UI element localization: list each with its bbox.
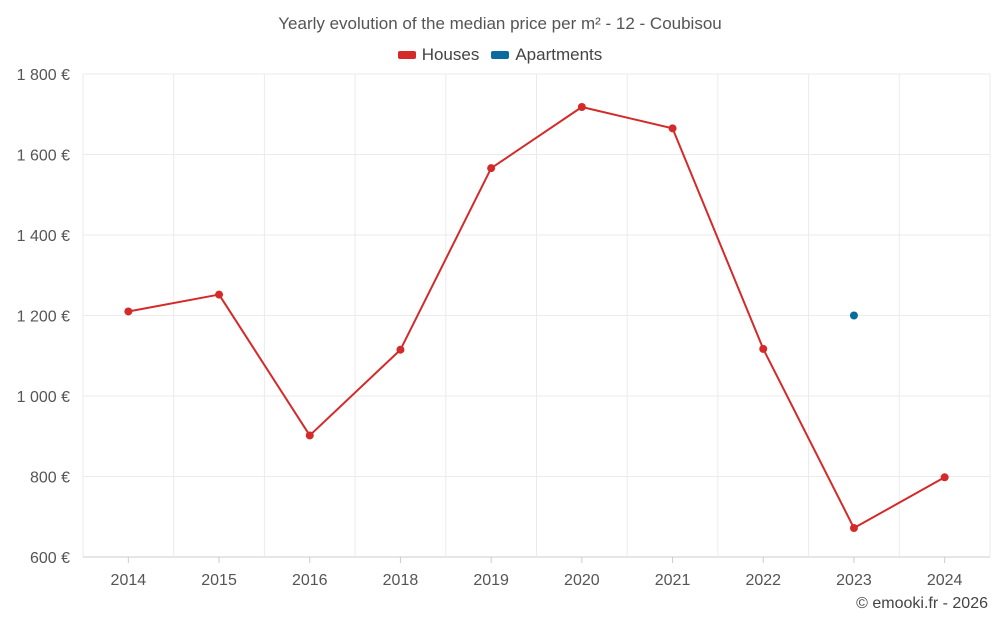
data-point-houses [487,164,496,173]
x-tick-label: 2022 [745,572,781,589]
x-tick-label: 2015 [201,572,237,589]
chart-title: Yearly evolution of the median price per… [278,14,722,33]
legend-swatch-apartments [491,51,510,59]
legend-label-houses: Houses [421,45,480,64]
legend-item-apartments[interactable]: Apartments [491,45,602,65]
legend-item-houses[interactable]: Houses [397,45,480,65]
series-line-houses [128,106,946,530]
x-tick-label: 2024 [927,572,963,589]
data-point-houses [305,431,314,440]
data-point-houses [396,345,405,354]
data-point-houses [849,524,858,533]
y-tick-label: 1 800 € [17,67,70,84]
legend: Houses Apartments [0,45,1000,65]
y-tick-label: 1 000 € [17,389,70,406]
data-point-apartments [849,311,858,320]
data-point-houses [215,290,224,299]
data-point-houses [759,344,768,353]
legend-swatch-houses [397,51,416,59]
x-tick-label: 2014 [111,572,147,589]
x-tick-label: 2020 [564,572,600,589]
y-tick-label: 1 200 € [17,309,70,326]
data-point-houses [668,124,677,133]
data-point-houses [124,307,133,316]
x-tick-label: 2019 [473,572,509,589]
y-tick-label: 1 600 € [17,148,70,165]
data-point-houses [577,103,586,112]
x-tick-label: 2021 [655,572,691,589]
x-tick-label: 2023 [836,572,872,589]
legend-label-apartments: Apartments [515,45,603,64]
y-tick-label: 600 € [30,550,70,567]
x-tick-label: 2016 [292,572,328,589]
data-point-houses [940,473,949,482]
credit-text: © emooki.fr - 2026 [856,595,988,612]
y-tick-label: 800 € [30,470,70,487]
y-tick-label: 1 400 € [17,228,70,245]
x-tick-label: 2018 [383,572,419,589]
